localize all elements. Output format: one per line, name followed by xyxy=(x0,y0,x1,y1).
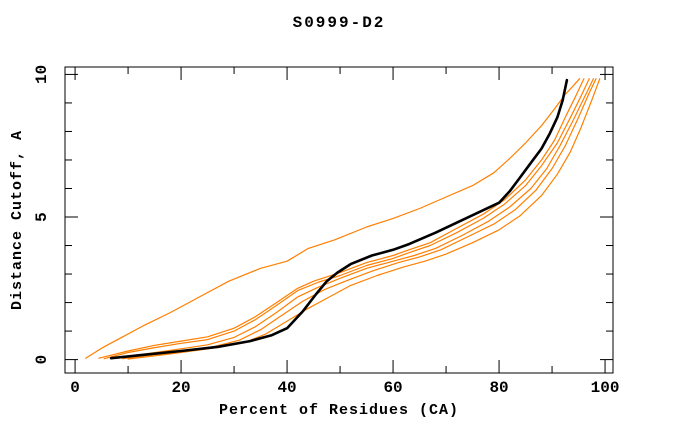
series-line-black-curve xyxy=(109,78,569,360)
series-line-orange-curve-2 xyxy=(98,78,585,359)
x-tick-label: 60 xyxy=(383,379,402,397)
x-tick-label: 20 xyxy=(171,379,190,397)
x-tick-label: 80 xyxy=(489,379,508,397)
y-tick-label: 5 xyxy=(33,212,51,222)
plot-border xyxy=(64,66,614,374)
x-tick-label: 0 xyxy=(70,379,80,397)
series-line-orange-curve-4 xyxy=(116,78,595,359)
y-tick-label: 10 xyxy=(33,65,51,84)
x-tick-label: 100 xyxy=(591,379,620,397)
series-line-orange-curve-5 xyxy=(122,78,597,360)
x-tick-label: 40 xyxy=(277,379,296,397)
series-line-orange-curve-1-outlier xyxy=(85,78,581,359)
series-line-orange-curve-3 xyxy=(103,78,590,360)
series-line-orange-curve-6 xyxy=(127,78,601,360)
x-axis-label: Percent of Residues (CA) xyxy=(218,402,460,419)
y-tick-label: 0 xyxy=(33,355,51,365)
chart-title: S0999-D2 xyxy=(292,14,386,32)
